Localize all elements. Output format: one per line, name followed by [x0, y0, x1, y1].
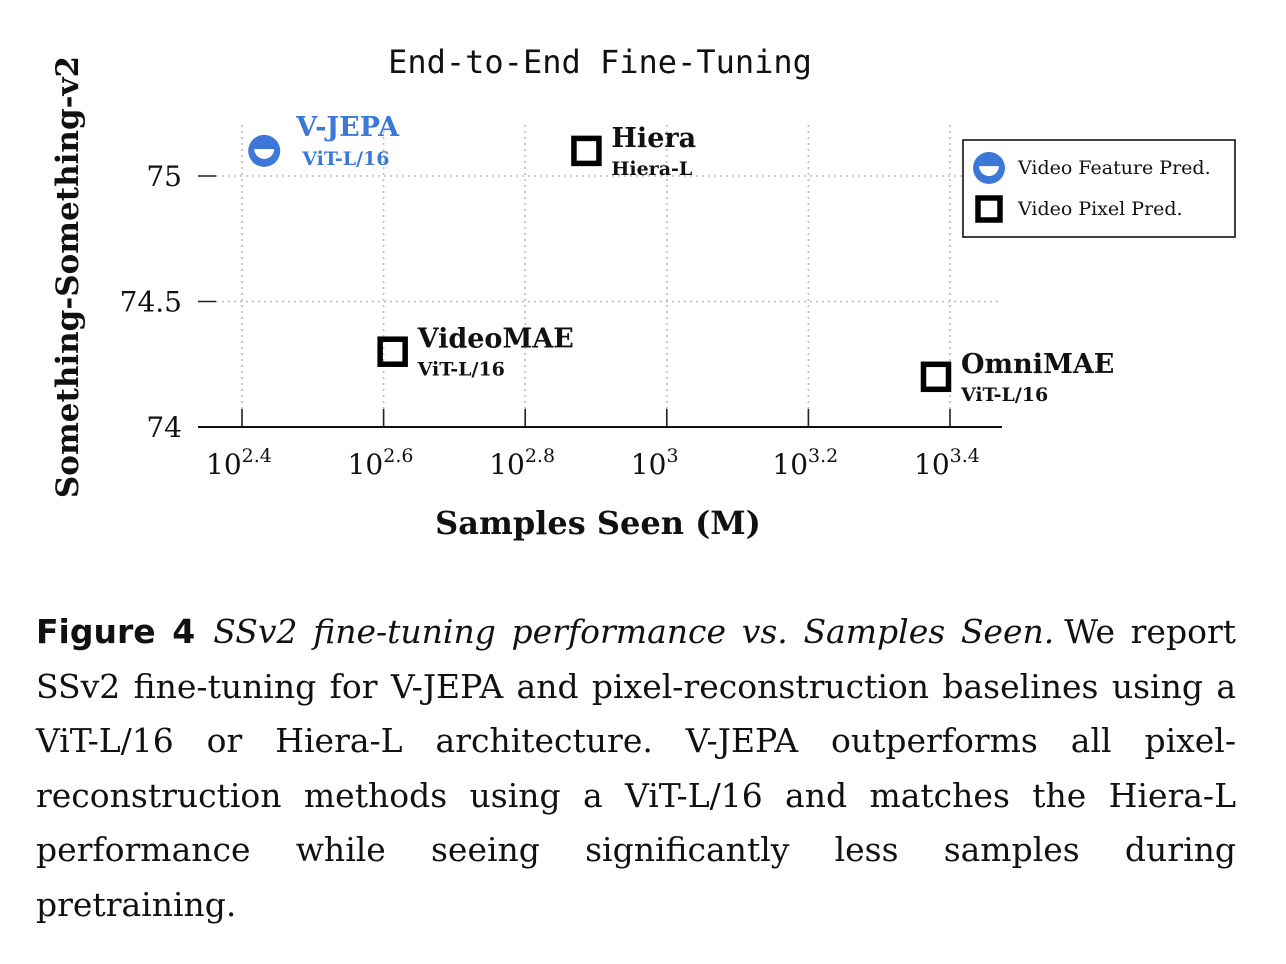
data-points: V-JEPA ViT-L/16 Hiera Hiera-L VideoMAE ViT-L/…: [248, 112, 1114, 406]
caption-italic: SSv2 fine-tuning performance vs. Samples…: [213, 612, 1055, 651]
point-label: Hiera: [611, 123, 696, 154]
point-label: OmniMAE: [961, 349, 1114, 380]
x-tick-label: 103.2: [772, 445, 838, 481]
x-tick-label: 103: [631, 445, 679, 481]
point-label: V-JEPA: [295, 112, 400, 143]
y-tick-label: 74: [146, 411, 182, 444]
point-marker: [248, 134, 281, 167]
point-sublabel: ViT-L/16: [301, 148, 389, 170]
legend-marker: [973, 152, 1005, 184]
point-sublabel: Hiera-L: [611, 158, 692, 180]
point-sublabel: ViT-L/16: [417, 359, 505, 381]
legend-box: [962, 139, 1236, 238]
chart-title: End-to-End Fine-Tuning: [388, 43, 812, 81]
tick-labels: 102.4 102.6 102.8 103 103.2 103.4 74 74.5 75: [120, 160, 980, 481]
x-tick-label: 103.4: [914, 445, 980, 481]
point-sublabel: ViT-L/16: [960, 384, 1048, 406]
x-tick-label: 102.8: [489, 445, 555, 481]
y-tick-label: 74.5: [120, 286, 182, 319]
axes: [198, 175, 1002, 428]
grid-lines: [198, 125, 1002, 427]
y-tick-label: 75: [146, 160, 182, 193]
x-tick-label: 102.6: [348, 445, 414, 481]
legend-marker: [975, 195, 1003, 223]
legend-label: Video Feature Pred.: [1017, 157, 1211, 179]
caption-label: Figure 4: [36, 612, 196, 651]
figure-caption: Figure 4 SSv2 fine-tuning performance vs.…: [36, 605, 1236, 932]
legend-label: Video Pixel Pred.: [1017, 198, 1183, 220]
x-axis-label: Samples Seen (M): [435, 504, 761, 542]
x-tick-label: 102.4: [206, 445, 272, 481]
scatter-chart: End-to-End Fine-Tuning Something-Somethi…: [50, 43, 1236, 542]
point-label: VideoMAE: [417, 324, 574, 355]
point-marker: [571, 135, 602, 167]
y-axis-label: Something-Something-v2: [50, 56, 86, 498]
legend: Video Feature Pred. Video Pixel Pred.: [962, 139, 1236, 238]
caption-text: We report SSv2 fine-tuning for V-JEPA an…: [36, 612, 1236, 924]
point-marker: [920, 361, 952, 393]
point-marker: [377, 336, 408, 367]
